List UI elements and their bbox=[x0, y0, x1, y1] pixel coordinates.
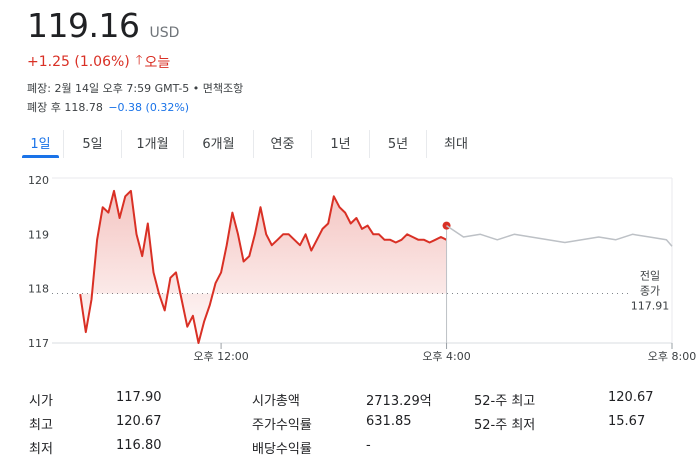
change-period: 오늘 bbox=[144, 55, 171, 71]
tab-1m[interactable]: 1개월 bbox=[122, 130, 184, 158]
price-line-regular bbox=[79, 189, 447, 344]
stat-value-open: 117.90 bbox=[116, 390, 162, 405]
range-tabs: 1일 5일 1개월 6개월 연중 1년 5년 최대 bbox=[18, 130, 485, 158]
y-tick-label: 118 bbox=[28, 283, 49, 296]
price-area-fill bbox=[80, 190, 447, 343]
after-hours-info: 폐장 후 118.78 −0.38 (0.32%) bbox=[27, 99, 189, 115]
stat-label-market-cap: 시가총액 bbox=[252, 394, 300, 409]
y-tick-label: 120 bbox=[28, 174, 49, 187]
y-tick-label: 117 bbox=[28, 337, 49, 350]
stat-value-52w-high: 120.67 bbox=[608, 390, 654, 405]
tab-max[interactable]: 최대 bbox=[444, 137, 468, 152]
x-tick-label: 오후 8:00 bbox=[648, 350, 696, 363]
after-hours-label: 폐장 후 118.78 bbox=[27, 101, 103, 114]
tab-1d[interactable]: 1일 bbox=[18, 130, 64, 158]
current-price: 119.16 bbox=[27, 6, 140, 45]
tab-ytd[interactable]: 연중 bbox=[254, 130, 312, 158]
close-info: 폐장: 2월 14일 오후 7:59 GMT-5 • 면책조항 bbox=[27, 82, 244, 95]
stat-label-low: 최저 bbox=[29, 442, 53, 457]
price-change: +1.25 (1.06%) 🡑 오늘 bbox=[27, 51, 170, 73]
previous-close-value: 117.91 bbox=[631, 300, 670, 313]
change-value: +1.25 (1.06%) bbox=[27, 54, 130, 70]
arrow-up-icon: 🡑 bbox=[135, 53, 143, 68]
stat-value-pe: 631.85 bbox=[366, 414, 412, 429]
x-tick-label: 오후 4:00 bbox=[422, 350, 470, 363]
stat-label-pe: 주가수익률 bbox=[252, 418, 312, 433]
price-header: 119.16 USD bbox=[27, 6, 179, 45]
stat-label-high: 최고 bbox=[29, 418, 53, 433]
stat-label-52w-low: 52-주 최저 bbox=[474, 418, 536, 433]
tab-6m[interactable]: 6개월 bbox=[184, 130, 254, 158]
stat-label-open: 시가 bbox=[29, 394, 53, 409]
y-tick-label: 119 bbox=[28, 228, 49, 241]
after-hours-change: −0.38 (0.32%) bbox=[108, 101, 190, 114]
stat-value-52w-low: 15.67 bbox=[608, 414, 646, 429]
currency-label: USD bbox=[149, 25, 180, 41]
x-tick-label: 오후 12:00 bbox=[193, 350, 248, 363]
stat-value-market-cap: 2713.29억 bbox=[366, 394, 432, 409]
price-line-after-hours bbox=[446, 224, 673, 247]
previous-close-label-2: 종가 bbox=[640, 285, 660, 298]
stat-label-52w-high: 52-주 최고 bbox=[474, 394, 536, 409]
stat-label-dividend: 배당수익률 bbox=[252, 442, 312, 457]
stat-value-dividend: - bbox=[366, 438, 371, 453]
tab-5d[interactable]: 5일 bbox=[64, 130, 122, 158]
tab-1y[interactable]: 1년 bbox=[312, 130, 370, 158]
previous-close-label-1: 전일 bbox=[640, 269, 660, 283]
stat-value-low: 116.80 bbox=[116, 438, 162, 453]
tab-5y[interactable]: 5년 bbox=[370, 130, 427, 158]
stat-value-high: 120.67 bbox=[116, 414, 162, 429]
